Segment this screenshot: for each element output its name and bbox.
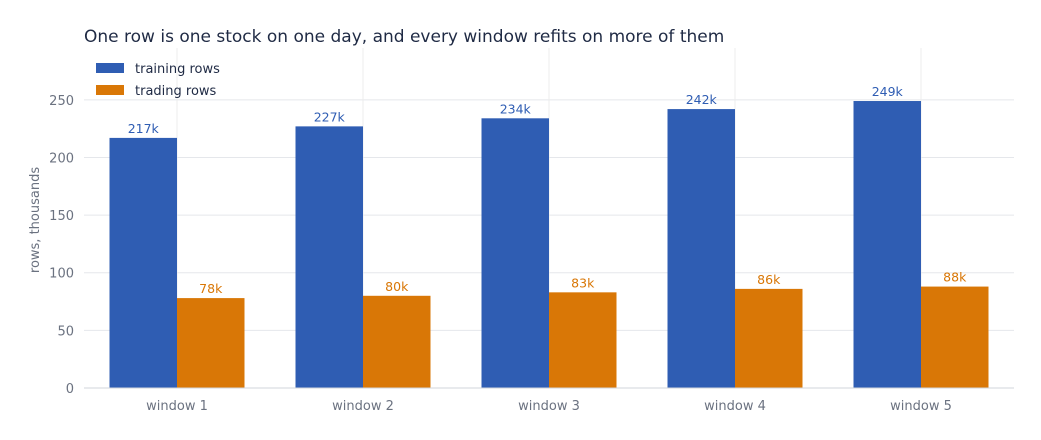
training-data-label: 242k [686, 92, 718, 107]
x-tick-label: window 1 [146, 399, 208, 414]
trading-data-label: 83k [571, 275, 595, 290]
legend-label: trading rows [135, 84, 217, 99]
y-tick-label: 100 [49, 267, 74, 282]
training-data-label: 217k [128, 121, 160, 136]
legend-label: training rows [135, 62, 220, 77]
x-tick-label: window 2 [332, 399, 394, 414]
y-tick-label: 150 [49, 209, 74, 224]
training-bar [853, 101, 921, 388]
legend-swatch [96, 85, 124, 95]
trading-bar [363, 295, 431, 388]
y-tick-label: 50 [57, 324, 74, 339]
training-bar [667, 109, 735, 388]
trading-bar [177, 298, 245, 388]
trading-bar [735, 288, 803, 388]
trading-data-label: 78k [199, 281, 223, 296]
training-data-label: 227k [314, 109, 346, 124]
training-data-label: 249k [872, 84, 904, 99]
legend: training rows trading rows [96, 62, 220, 99]
x-tick-label: window 4 [704, 399, 766, 414]
training-bar [295, 126, 363, 389]
axis-layer: 0 50 100 150 200 250 window 1 window 2 window 3 w… [49, 94, 1014, 414]
trading-bar [549, 292, 617, 388]
y-axis-label: rows, thousands [28, 167, 43, 273]
trading-data-label: 88k [943, 270, 967, 285]
y-tick-label: 0 [66, 382, 74, 397]
labels-layer: 217k 227k 234k 242k 249k 78k 80k 83k 86k 88k [128, 84, 967, 296]
trading-data-label: 80k [385, 279, 409, 294]
x-tick-label: window 3 [518, 399, 580, 414]
x-tick-label: window 5 [890, 399, 952, 414]
training-data-label: 234k [500, 101, 532, 116]
chart-title: One row is one stock on one day, and eve… [84, 27, 724, 47]
bars-layer [109, 101, 989, 389]
y-tick-label: 200 [49, 151, 74, 166]
training-bar [109, 137, 177, 388]
trading-bar [921, 286, 989, 388]
trading-data-label: 86k [757, 272, 781, 287]
y-tick-label: 250 [49, 94, 74, 109]
training-bar [481, 118, 549, 388]
legend-swatch [96, 63, 124, 73]
